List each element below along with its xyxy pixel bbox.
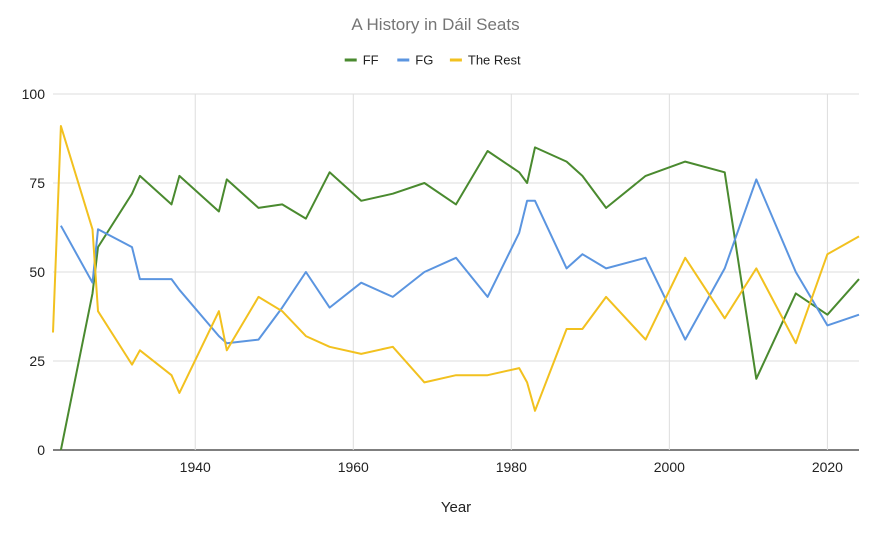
- gridlines: [53, 93, 859, 451]
- x-tick-label: 1940: [180, 459, 211, 475]
- x-tick-label: 2020: [812, 459, 843, 475]
- series-lines: [52, 125, 860, 451]
- x-axis-title: Year: [441, 499, 471, 516]
- series-line-fg: [60, 178, 860, 345]
- legend-label-ff: FF: [363, 53, 379, 68]
- tick-labels: 0 25 50 75 100 1940 1960 1980 2000 2020: [22, 86, 844, 475]
- y-tick-label: 75: [29, 175, 45, 191]
- y-tick-label: 0: [37, 442, 45, 458]
- x-tick-label: 1980: [496, 459, 527, 475]
- legend-label-the-rest: The Rest: [468, 53, 521, 68]
- x-tick-label: 1960: [338, 459, 369, 475]
- chart-title: A History in Dáil Seats: [351, 15, 519, 34]
- legend-label-fg: FG: [415, 53, 433, 68]
- y-tick-label: 25: [29, 353, 45, 369]
- y-tick-label: 50: [29, 264, 45, 280]
- x-tick-label: 2000: [654, 459, 685, 475]
- series-line-ff: [59, 146, 860, 451]
- y-tick-label: 100: [22, 86, 46, 102]
- legend: FF FG The Rest: [344, 53, 521, 68]
- series-line-the-rest: [52, 125, 860, 412]
